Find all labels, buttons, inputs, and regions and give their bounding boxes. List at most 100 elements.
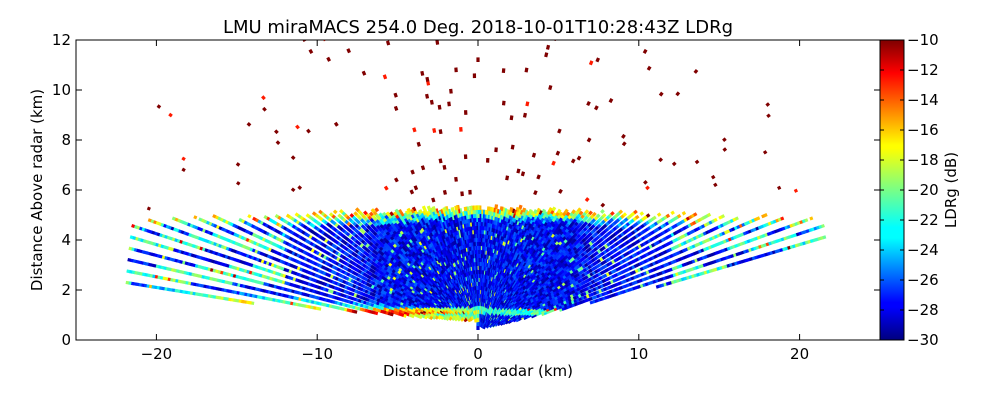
ldr-cell [587,264,592,270]
ldr-cell [588,293,593,298]
ldr-cell [513,236,518,242]
ldr-cell [547,275,553,281]
ldr-cell [578,300,583,305]
ldr-cell [602,259,608,265]
ldr-cell [416,254,421,260]
ldr-cell [445,209,450,215]
ldr-cell [682,269,687,274]
ldr-cell [564,293,569,298]
ldr-cell [531,273,537,279]
ldr-cell [597,233,603,239]
ldr-cell [550,294,556,299]
ldr-cell [535,281,540,287]
ldr-cell [549,303,555,308]
ldr-cell [419,289,424,295]
ldr-cell [610,228,616,233]
ldr-cell [809,239,814,243]
ldr-cell [591,295,596,300]
ldr-cell [638,237,644,242]
ldr-cell [493,208,498,214]
ldr-cell [403,240,409,246]
ldr-cell [562,211,567,217]
ldr-cell [648,256,653,262]
ldr-cell [595,235,600,241]
ldr-cell [612,253,617,259]
ldr-cell [416,265,422,271]
ldr-cell [657,278,662,283]
ldr-cell [629,287,634,292]
ldr-cell [578,297,583,302]
ldr-cell [566,292,571,297]
ldr-cell [718,232,724,237]
ldr-cell [439,217,444,223]
ldr-cell [654,273,659,278]
ldr-cell [576,233,582,239]
ldr-cell [587,237,592,243]
ldr-cell [619,290,624,295]
ldr-cell [388,243,394,249]
ldr-cell [623,268,629,273]
ldr-cell [567,228,573,234]
ldr-cell [650,230,656,235]
ldr-cell [515,229,521,235]
ldr-cell [552,230,558,236]
ldr-cell [540,257,546,263]
ldr-cell [782,247,786,252]
ldr-cell [507,219,513,225]
ldr-cell [422,274,427,280]
ldr-cell [358,227,364,233]
ldr-cell [667,219,672,225]
ldr-cell [652,261,657,266]
ldr-cell [639,254,645,260]
ldr-cell [410,279,416,285]
ldr-cell [448,216,453,222]
ldr-cell [538,214,543,221]
ldr-cell [558,216,564,222]
ldr-cell [614,252,620,257]
ldr-cell [568,304,573,309]
ldr-cell [389,235,395,241]
ldr-cell [559,276,565,281]
ldr-cell [501,223,506,229]
ldr-cell [580,214,586,219]
ldr-cell [609,244,615,250]
ldr-cell [592,274,597,279]
ldr-cell [683,217,688,223]
ldr-cell [409,266,415,272]
ldr-cell [546,220,551,226]
ldr-cell [656,212,662,217]
ldr-cell [520,211,525,217]
ldr-cell [517,235,522,241]
ldr-cell [649,250,655,255]
ldr-cell [408,277,414,283]
ldr-cell [650,255,656,260]
ldr-cell [526,212,532,218]
ldr-cell [423,243,429,249]
ldr-cell [413,258,419,264]
ldr-cell [451,219,456,225]
ldr-cell [524,228,529,234]
ldr-cell [396,222,402,228]
ldr-cell [381,231,387,237]
ldr-cell [427,233,432,239]
ldr-cell [574,244,580,249]
ldr-cell [537,306,542,312]
ldr-cell [431,219,437,225]
ldr-cell [557,232,562,238]
ldr-cell [382,236,388,242]
ldr-cell [589,244,595,250]
ldr-cell [397,227,402,233]
ldr-cell [494,216,499,222]
ldr-cell [590,275,595,281]
ldr-cell [380,256,386,262]
ldr-cell [686,231,691,236]
ldr-cell [612,278,617,283]
ldr-cell [393,105,399,111]
ldr-cell [568,277,573,282]
ldr-cell [579,277,585,283]
ldr-cell [630,259,635,265]
ldr-cell [722,137,727,143]
ldr-cell [413,253,418,259]
ldr-cell [432,214,437,220]
ldr-cell [394,260,399,266]
